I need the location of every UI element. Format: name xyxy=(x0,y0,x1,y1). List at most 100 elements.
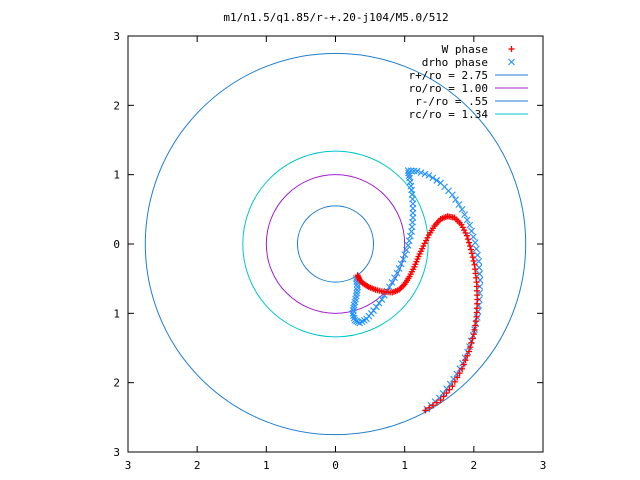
drho-phase-point xyxy=(350,312,357,320)
legend-label: rc/ro = 1.34 xyxy=(409,108,489,121)
drho-phase-point xyxy=(417,169,425,176)
w-phase-point xyxy=(468,339,475,346)
x-tick-label: 1 xyxy=(401,459,408,472)
drho-phase-point xyxy=(475,257,483,265)
x-tick-label: 3 xyxy=(125,459,132,472)
drho-phase-point xyxy=(397,260,405,268)
drho-phase-point xyxy=(399,255,407,263)
w-phase-point xyxy=(463,232,470,239)
w-phase-point xyxy=(462,229,469,236)
y-tick-label: 3 xyxy=(113,30,120,43)
w-phase-point xyxy=(449,383,456,390)
w-phase-point xyxy=(437,397,444,403)
data-series xyxy=(349,167,484,414)
w-phase-point xyxy=(433,399,440,406)
drho-phase-point xyxy=(455,201,463,208)
w-phase-point xyxy=(472,322,479,329)
w-phase-point xyxy=(471,326,478,333)
drho-phase-point xyxy=(425,171,433,179)
w-phase-point xyxy=(462,357,469,364)
drho-phase-point xyxy=(443,385,451,393)
w-phase-point xyxy=(424,234,431,241)
drho-phase-point xyxy=(404,167,412,174)
drho-phase-point xyxy=(429,174,437,182)
y-tick-label: 0 xyxy=(113,238,120,251)
w-phase-point xyxy=(465,239,472,246)
w-phase-point xyxy=(470,257,477,264)
chart-title: m1/n1.5/q1.85/r-+.20-j104/M5.0/512 xyxy=(223,11,448,24)
w-phase-point xyxy=(454,374,461,381)
w-phase-point xyxy=(421,240,428,247)
drho-phase-point xyxy=(405,172,413,179)
w-phase-point xyxy=(460,361,467,368)
y-tick-label: 2 xyxy=(113,99,120,112)
drho-phase-point xyxy=(403,246,410,254)
reference-circle xyxy=(242,150,429,338)
drho-phase-point xyxy=(458,205,466,213)
y-tick-label: 2 xyxy=(113,377,120,390)
drho-phase-point xyxy=(471,239,479,247)
w-phase-point xyxy=(464,236,471,243)
reference-circle xyxy=(265,174,406,314)
series-w-phase xyxy=(354,213,481,414)
w-phase-point xyxy=(468,246,475,253)
drho-phase-point xyxy=(472,245,480,253)
x-tick-label: 2 xyxy=(471,459,478,472)
w-phase-point xyxy=(422,407,429,414)
w-phase-point xyxy=(464,352,471,359)
w-phase-point xyxy=(461,227,468,234)
y-tick-label: 1 xyxy=(113,307,120,320)
drho-phase-point xyxy=(351,316,359,324)
x-tick-label: 3 xyxy=(540,459,547,472)
drho-phase-point xyxy=(391,274,398,282)
legend-label: drho phase xyxy=(422,56,488,69)
drho-phase-point xyxy=(386,283,393,291)
drho-phase-point xyxy=(439,389,447,397)
drho-phase-point xyxy=(372,303,380,311)
w-phase-point xyxy=(472,318,479,325)
drho-phase-point xyxy=(453,370,461,378)
w-phase-point xyxy=(443,390,450,397)
drho-phase-point xyxy=(405,169,412,177)
drho-phase-point xyxy=(469,233,477,241)
w-phase-point xyxy=(459,224,466,231)
drho-phase-point xyxy=(463,216,471,224)
y-tick-label: 3 xyxy=(113,446,120,459)
drho-phase-point xyxy=(476,283,484,290)
w-phase-point xyxy=(469,254,476,261)
w-phase-point xyxy=(468,250,475,257)
w-phase-point xyxy=(398,283,405,290)
x-tick-label: 1 xyxy=(263,459,270,472)
w-phase-point xyxy=(470,331,477,338)
drho-phase-point xyxy=(461,211,469,219)
legend-marker-plus xyxy=(508,46,515,52)
w-phase-point xyxy=(473,313,480,320)
reference-circles xyxy=(144,52,527,436)
drho-phase-point xyxy=(393,269,401,277)
legend-label: r-/ro = .55 xyxy=(415,95,488,108)
drho-phase-point xyxy=(476,270,483,278)
drho-phase-point xyxy=(350,314,358,322)
drho-phase-point xyxy=(437,179,445,187)
drho-phase-point xyxy=(401,251,409,259)
w-phase-point xyxy=(440,393,447,400)
drho-phase-point xyxy=(383,287,391,295)
w-phase-point xyxy=(459,365,466,372)
w-phase-point xyxy=(446,386,453,393)
drho-phase-point xyxy=(388,278,396,286)
w-phase-point xyxy=(456,370,463,377)
drho-phase-point xyxy=(452,196,460,204)
drho-phase-point xyxy=(421,170,429,178)
drho-phase-point xyxy=(404,241,412,249)
drho-phase-point xyxy=(466,221,474,229)
w-phase-point xyxy=(430,402,437,409)
drho-phase-point xyxy=(459,359,466,367)
drho-phase-point xyxy=(395,265,403,272)
legend-marker-x xyxy=(508,58,515,66)
legend-label: W phase xyxy=(442,43,488,56)
drho-phase-point xyxy=(474,308,482,315)
drho-phase-point xyxy=(468,227,475,235)
w-phase-point xyxy=(467,243,474,250)
